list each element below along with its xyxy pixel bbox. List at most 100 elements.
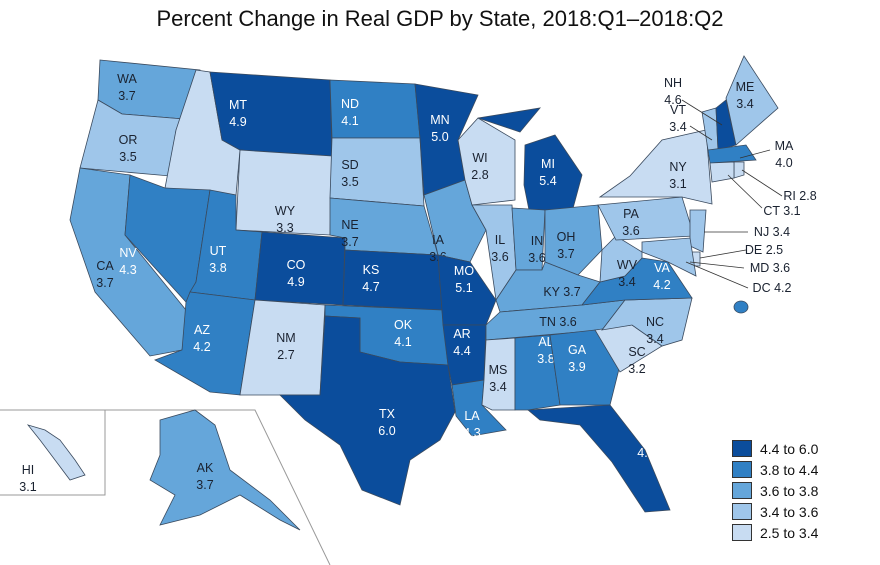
legend-item: 3.4 to 3.6 <box>732 501 818 522</box>
state-label-MA: MA <box>775 139 794 153</box>
state-value-NY: 3.1 <box>669 177 686 191</box>
legend-swatch <box>732 524 752 541</box>
state-value-MT: 4.9 <box>229 115 246 129</box>
state-PA[interactable] <box>597 196 695 241</box>
legend-label: 3.6 to 3.8 <box>760 482 819 499</box>
state-value-HI: 3.1 <box>19 480 36 494</box>
state-value-LA: 4.3 <box>463 426 480 440</box>
state-label-LA: LA <box>464 409 480 423</box>
state-NJ[interactable] <box>689 209 707 253</box>
state-label-WY: WY <box>275 204 296 218</box>
state-value-SD: 3.5 <box>341 175 358 189</box>
state-label-VA: VA <box>654 261 670 275</box>
state-value-ME: 3.4 <box>736 97 753 111</box>
state-label-CO: CO <box>287 258 306 272</box>
state-value-NE: 3.7 <box>341 235 358 249</box>
state-value-AZ: 4.2 <box>193 340 210 354</box>
state-value-WA: 3.7 <box>118 89 135 103</box>
legend: 4.4 to 6.0 3.8 to 4.4 3.6 to 3.8 3.4 to 3.6… <box>732 438 818 543</box>
state-MI-upper[interactable] <box>477 107 541 133</box>
state-value-AK: 3.7 <box>196 478 213 492</box>
leader-line <box>681 99 723 126</box>
state-OH[interactable] <box>544 204 603 276</box>
state-MT[interactable] <box>209 71 333 157</box>
state-value-NM: 2.7 <box>277 348 294 362</box>
state-label-HI: HI <box>22 463 35 477</box>
legend-swatch <box>732 482 752 499</box>
map-title: Percent Change in Real GDP by State, 201… <box>156 6 724 31</box>
inset-divider <box>0 409 331 565</box>
state-value-NH: 4.6 <box>664 93 681 107</box>
state-label-GA: GA <box>568 343 587 357</box>
state-MA[interactable] <box>707 144 757 164</box>
state-value-IL: 3.6 <box>491 250 508 264</box>
state-label-AR: AR <box>453 327 470 341</box>
state-label-MD: MD 3.6 <box>750 261 790 275</box>
state-value-MO: 5.1 <box>455 281 472 295</box>
state-label-KS: KS <box>363 263 380 277</box>
state-value-TX: 6.0 <box>378 424 395 438</box>
state-label-WA: WA <box>117 72 137 86</box>
state-label-AK: AK <box>197 461 214 475</box>
state-ME[interactable] <box>725 55 779 146</box>
state-label-SC: SC <box>628 345 645 359</box>
state-value-VA: 4.2 <box>653 278 670 292</box>
state-DC[interactable] <box>733 300 749 314</box>
state-label-NM: NM <box>276 331 295 345</box>
state-label-MO: MO <box>454 264 474 278</box>
state-MD[interactable] <box>641 237 697 277</box>
state-label-NE: NE <box>341 218 358 232</box>
legend-label: 3.4 to 3.6 <box>760 503 819 520</box>
state-label-NC: NC <box>646 315 664 329</box>
state-label-NV: NV <box>119 246 137 260</box>
state-value-AR: 4.4 <box>453 344 470 358</box>
state-label-NJ: NJ 3.4 <box>754 225 790 239</box>
state-KS[interactable] <box>342 249 443 311</box>
state-GA[interactable] <box>549 329 621 406</box>
state-label-MT: MT <box>229 98 247 112</box>
state-label-PA: PA <box>623 207 639 221</box>
state-NY[interactable] <box>598 129 713 205</box>
state-label-TN: TN 3.6 <box>539 315 577 329</box>
state-label-FL: FL <box>639 429 654 443</box>
state-value-WY: 3.3 <box>276 221 293 235</box>
state-label-ME: ME <box>736 80 755 94</box>
state-label-AZ: AZ <box>194 323 210 337</box>
state-AK[interactable] <box>149 409 301 531</box>
state-label-OR: OR <box>119 133 138 147</box>
state-label-OH: OH <box>557 230 576 244</box>
legend-swatch <box>732 461 752 478</box>
leader-line <box>727 174 763 209</box>
state-MO[interactable] <box>437 254 497 326</box>
state-label-KY: KY 3.7 <box>543 285 580 299</box>
state-FL[interactable] <box>526 404 671 513</box>
state-HI[interactable] <box>26 424 86 481</box>
state-label-OK: OK <box>394 318 413 332</box>
state-label-MN: MN <box>430 113 449 127</box>
leader-line <box>689 261 745 269</box>
legend-swatch <box>732 440 752 457</box>
state-value-FL: 4.5 <box>637 446 654 460</box>
state-TX[interactable] <box>279 315 456 506</box>
state-label-RI: RI 2.8 <box>783 189 816 203</box>
legend-item: 3.8 to 4.4 <box>732 459 818 480</box>
state-label-DE: DE 2.5 <box>745 243 783 257</box>
state-label-UT: UT <box>210 244 227 258</box>
leader-line <box>689 125 713 141</box>
state-label-DC: DC 4.2 <box>753 281 792 295</box>
legend-label: 3.8 to 4.4 <box>760 461 819 478</box>
state-value-MS: 3.4 <box>489 380 506 394</box>
state-value-UT: 3.8 <box>209 261 226 275</box>
state-AL[interactable] <box>514 334 561 411</box>
legend-item: 3.6 to 3.8 <box>732 480 818 501</box>
state-value-ND: 4.1 <box>341 114 358 128</box>
state-SD[interactable] <box>329 137 425 207</box>
legend-label: 4.4 to 6.0 <box>760 440 819 457</box>
state-value-NV: 4.3 <box>119 263 136 277</box>
legend-item: 2.5 to 3.4 <box>732 522 818 543</box>
state-value-CA: 3.7 <box>96 276 113 290</box>
state-CT[interactable] <box>709 161 735 183</box>
leader-line <box>741 169 783 197</box>
state-value-MA: 4.0 <box>775 156 792 170</box>
state-label-NY: NY <box>669 160 687 174</box>
